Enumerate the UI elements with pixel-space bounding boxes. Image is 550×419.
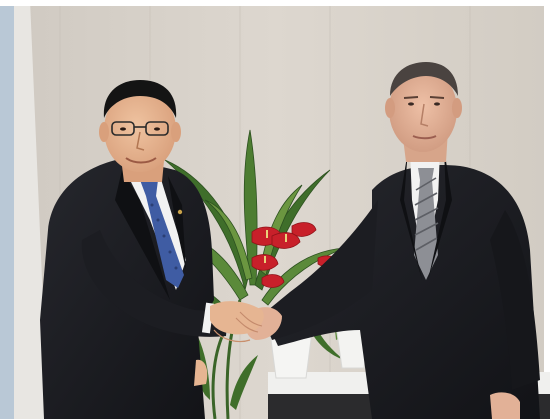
window-frame xyxy=(14,0,48,419)
face-left xyxy=(104,88,176,172)
person-left xyxy=(40,80,264,419)
tie-left xyxy=(140,180,184,288)
person-right xyxy=(245,62,540,419)
window-strip xyxy=(0,0,14,419)
handshake xyxy=(235,311,263,333)
photo-frame xyxy=(0,0,550,6)
